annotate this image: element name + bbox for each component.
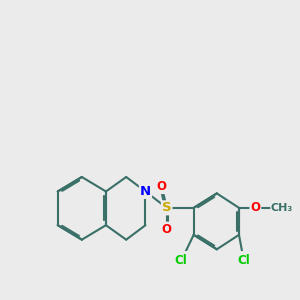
Text: N: N [140,185,151,198]
Text: O: O [162,223,172,236]
Text: Cl: Cl [237,254,250,267]
Text: S: S [162,201,172,214]
Text: O: O [250,201,260,214]
Text: CH₃: CH₃ [271,203,293,213]
Text: O: O [157,180,167,193]
Text: Cl: Cl [175,254,188,267]
